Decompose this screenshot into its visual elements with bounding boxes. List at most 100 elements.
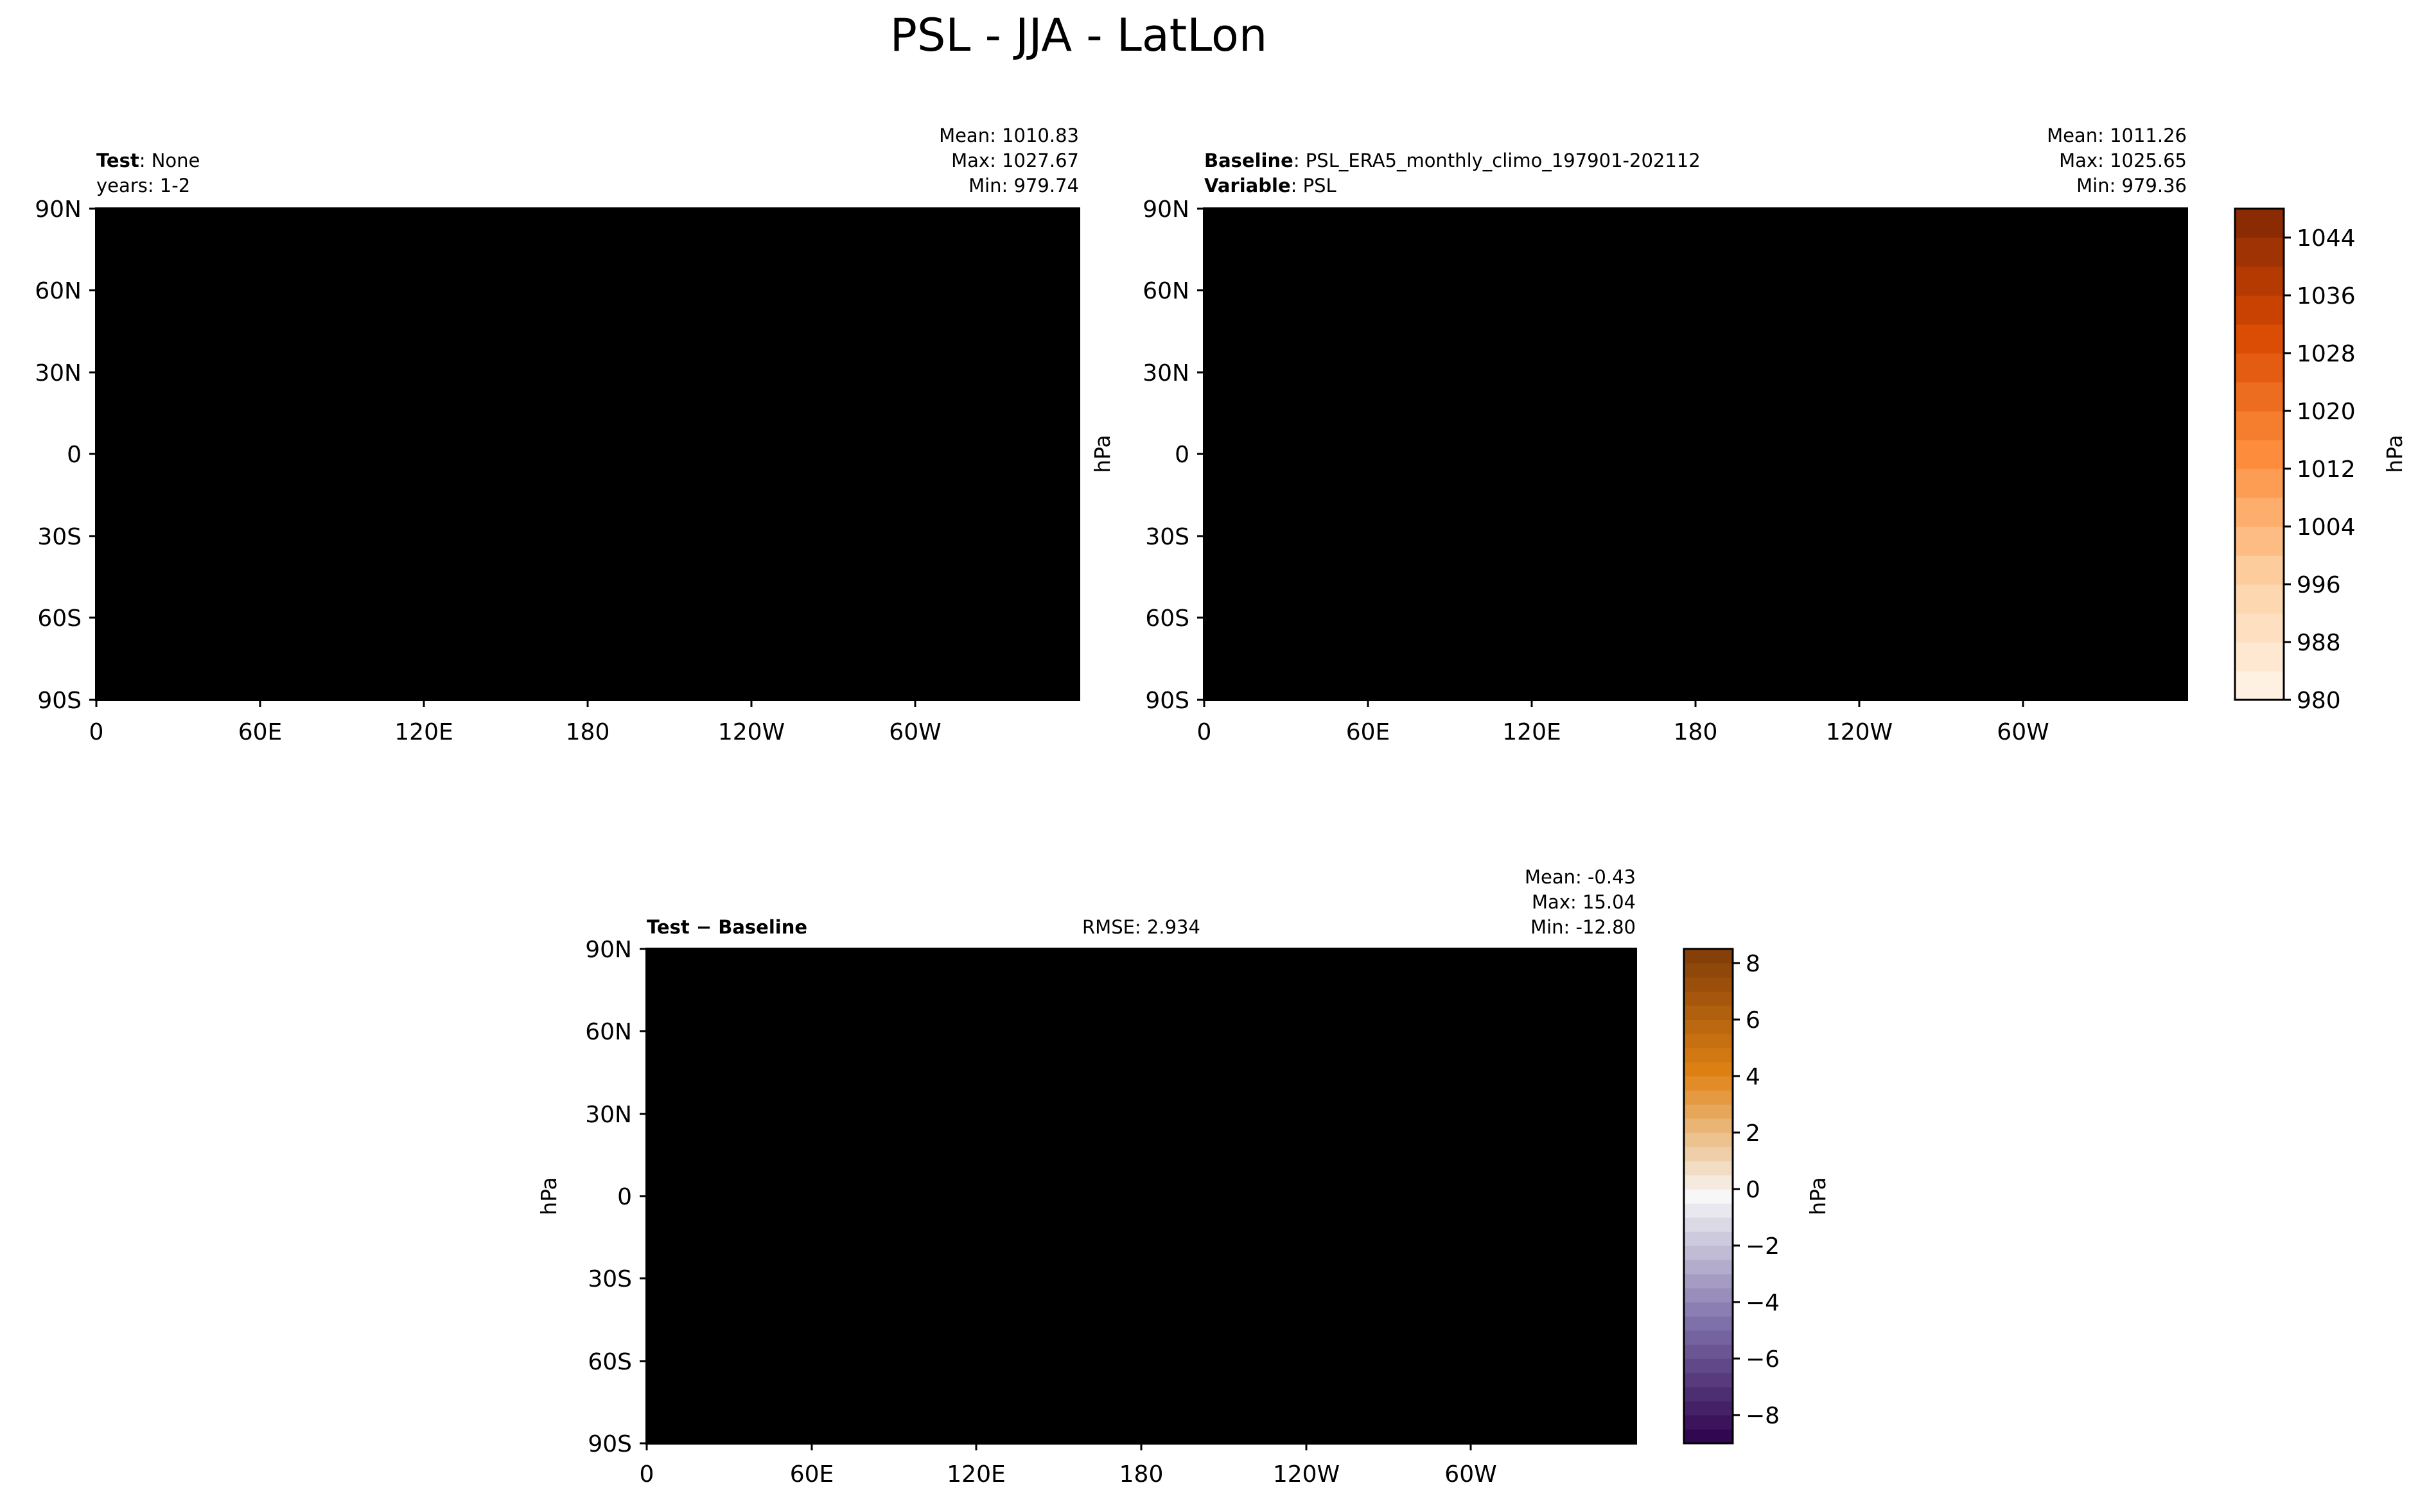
baseline-xtick: 180 [1674,719,1718,745]
test-header-line2: years: 1-2 [96,175,190,196]
colorbar-bottom-step [1684,1147,1733,1161]
diff-coastlines [647,964,1636,1409]
test-ytick: 30N [35,360,82,387]
test-ytick: 90S [37,688,82,714]
colorbar-top-step [2235,411,2284,440]
colorbar-top-step [2235,295,2284,325]
test-yticks: 90N 60N 30N 0 30S 60S 90S [35,196,82,714]
colorbar-bottom-step [1684,1387,1733,1402]
colorbar-top-tick-label: 980 [2297,688,2341,714]
colorbar-bottom-frame [1683,948,1734,1445]
test-panel: Test: None years: 1-2 Mean: 1010.83 Max:… [35,125,1080,745]
baseline-xtick: 60E [1346,719,1390,745]
baseline-header-text: : PSL_ERA5_monthly_climo_197901-202112 [1293,150,1701,171]
test-ytick-marks [89,207,96,701]
test-header-line1: Test: None [96,150,200,171]
baseline-ytick: 30N [1143,360,1189,387]
colorbar-bottom-step [1684,1203,1733,1218]
colorbar-top-tick-label: 996 [2297,572,2341,598]
baseline-xtick: 120E [1502,719,1561,745]
colorbar-bottom-step [1684,1359,1733,1373]
colorbar-top-step [2235,671,2284,700]
baseline-header-line1: Baseline: PSL_ERA5_monthly_climo_197901-… [1204,150,1701,171]
colorbar-bottom-label: hPa [1805,1177,1830,1215]
colorbar-bottom-tick-label: −2 [1746,1233,1780,1260]
diff-xtick: 0 [640,1461,654,1488]
diff-xtick-marks [645,1443,1472,1450]
diff-stat-min: Min: -12.80 [1530,916,1636,938]
baseline-ytick: 90N [1143,196,1189,223]
colorbar-bottom-step [1684,1175,1733,1190]
colorbar-bottom-step [1684,1133,1733,1147]
test-xtick: 60W [889,719,941,745]
colorbar-top: 1044 1036 1028 1020 1012 1004 996 988 980 hPa [2234,207,2407,714]
colorbar-bottom-step [1684,1373,1733,1387]
colorbar-bottom-ticks: 8 6 4 2 0 −2 −4 −6 −8 [1733,951,1780,1429]
test-xtick-marks [95,700,916,707]
colorbar-bottom-step [1684,1161,1733,1176]
colorbar-bottom-step [1684,1302,1733,1317]
colorbar-bottom-step [1684,1260,1733,1274]
colorbar-bottom-step [1684,991,1733,1006]
diff-xticks: 0 60E 120E 180 120W 60W [640,1461,1497,1488]
colorbar-bottom-step [1684,1005,1733,1020]
diff-header-bold: Test − Baseline [647,916,807,938]
colorbar-top-step [2235,238,2284,267]
colorbar-bottom-step [1684,1330,1733,1345]
colorbar-bottom-step [1684,1118,1733,1133]
baseline-header-bold: Baseline [1204,150,1293,171]
baseline-stat-max: Max: 1025.65 [2059,150,2187,171]
colorbar-top-step [2235,526,2284,556]
colorbar-bottom-step [1684,1189,1733,1204]
baseline-xtick: 0 [1197,719,1212,745]
colorbar-top-step [2235,613,2284,643]
baseline-stat-mean: Mean: 1011.26 [2047,125,2187,146]
colorbar-bottom-step [1684,1246,1733,1260]
colorbar-bottom-step [1684,1288,1733,1303]
diff-ytick-marks [640,948,647,1445]
diff-stat-mean: Mean: -0.43 [1525,866,1636,888]
diff-ytick: 30N [585,1102,632,1128]
colorbar-top-tick-label: 1036 [2297,283,2356,309]
test-xtick: 180 [566,719,610,745]
colorbar-top-tick-label: 1020 [2297,399,2356,425]
colorbar-top-step [2235,498,2284,527]
diff-xtick: 60E [790,1461,834,1488]
diff-ytick: 30S [588,1266,632,1292]
colorbar-bottom-step [1684,1401,1733,1416]
colorbar-top-tick-label: 1004 [2297,514,2356,541]
colorbar-bottom-tick-label: 2 [1746,1120,1760,1147]
colorbar-top-step [2235,382,2284,412]
colorbar-top-step [2235,353,2284,383]
colorbar-top-step [2235,209,2284,238]
baseline-ytick: 90S [1145,688,1189,714]
colorbar-bottom-step [1684,1090,1733,1105]
baseline-ytick: 60S [1145,605,1189,632]
colorbar-bottom-step [1684,1316,1733,1331]
colorbar-top-tick-label: 988 [2297,630,2341,656]
colorbar-bottom: 8 6 4 2 0 −2 −4 −6 −8 hPa [1683,948,1830,1445]
colorbar-top-step [2235,266,2284,296]
baseline-ylabel: hPa [1090,435,1115,473]
colorbar-bottom-step [1684,1076,1733,1091]
baseline-xtick: 60W [1997,719,2049,745]
baseline-header-line2: Variable: PSL [1204,175,1336,196]
colorbar-top-tick-label: 1028 [2297,341,2356,367]
colorbar-bottom-step [1684,977,1733,992]
test-stat-min: Min: 979.74 [968,175,1079,196]
diff-ytick: 90S [588,1431,632,1457]
test-ytick: 60S [37,605,82,632]
diff-stat-max: Max: 15.04 [1532,891,1636,913]
colorbar-bottom-step [1684,949,1733,964]
diff-header: Test − Baseline RMSE: 2.934 Mean: -0.43 … [647,866,1636,938]
diff-xtick: 60W [1444,1461,1496,1488]
colorbar-top-step [2235,555,2284,585]
colorbar-bottom-tick-label: 8 [1746,951,1760,977]
baseline-ytick: 0 [1175,442,1189,468]
diff-xtick: 120E [947,1461,1005,1488]
test-ytick: 60N [35,278,82,304]
colorbar-top-steps [2235,209,2284,700]
colorbar-bottom-tick-label: −6 [1746,1346,1780,1373]
test-xtick: 120W [718,719,785,745]
